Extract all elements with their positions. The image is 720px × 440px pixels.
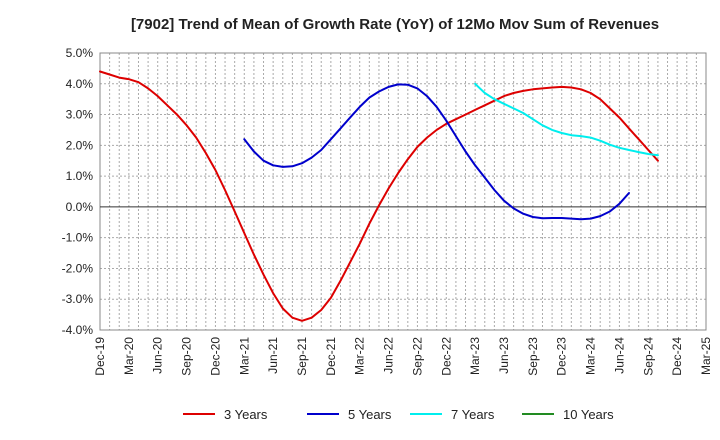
y-tick-label: 2.0% (66, 138, 94, 152)
x-tick-label: Sep-21 (295, 337, 309, 376)
x-tick-label: Sep-20 (180, 337, 194, 376)
y-tick-label: -3.0% (62, 292, 94, 306)
y-tick-label: 1.0% (66, 169, 94, 183)
x-tick-label: Sep-22 (410, 337, 424, 376)
x-tick-label: Sep-23 (526, 337, 540, 376)
y-tick-label: 4.0% (66, 77, 94, 91)
x-tick-label: Mar-25 (699, 337, 713, 375)
y-tick-label: 0.0% (66, 200, 94, 214)
y-tick-label: 3.0% (66, 108, 94, 122)
x-axis: Dec-19 Mar-20 Jun-20 Sep-20 Dec-20 Mar-21 Jun-… (93, 337, 713, 376)
legend-label: 5 Years (348, 407, 392, 422)
x-tick-label: Mar-22 (353, 337, 367, 375)
x-tick-label: Dec-19 (93, 337, 107, 376)
x-tick-label: Dec-24 (670, 337, 684, 376)
x-tick-label: Jun-22 (382, 337, 396, 374)
legend-label: 7 Years (451, 407, 495, 422)
x-tick-label: Mar-21 (237, 337, 251, 375)
series-line-5-years (243, 83, 630, 221)
legend-label: 3 Years (224, 407, 268, 422)
series-group (99, 70, 659, 322)
x-tick-label: Dec-22 (439, 337, 453, 376)
plot-area (99, 52, 707, 331)
x-tick-label: Mar-23 (468, 337, 482, 375)
x-tick-label: Jun-21 (266, 337, 280, 374)
x-tick-label: Mar-20 (122, 337, 136, 375)
x-tick-label: Mar-24 (584, 337, 598, 375)
series-line-7-years (474, 82, 659, 157)
x-tick-label: Jun-24 (612, 337, 626, 374)
grid-lines (100, 53, 706, 330)
x-tick-label: Jun-20 (151, 337, 165, 374)
x-tick-label: Dec-20 (208, 337, 222, 376)
legend: 3 Years 5 Years 7 Years 10 Years (183, 407, 614, 422)
chart-title: [7902] Trend of Mean of Growth Rate (YoY… (131, 16, 659, 33)
x-tick-label: Sep-24 (641, 337, 655, 376)
x-tick-label: Dec-21 (324, 337, 338, 376)
series-line-3-years (99, 70, 659, 322)
plot-frame (99, 52, 707, 331)
y-tick-label: -2.0% (62, 261, 94, 275)
legend-label: 10 Years (563, 407, 614, 422)
x-tick-label: Jun-23 (497, 337, 511, 374)
y-axis: 5.0% 4.0% 3.0% 2.0% 1.0% 0.0% -1.0% -2.0% -3.0% -… (62, 46, 94, 337)
y-tick-label: -4.0% (62, 323, 94, 337)
y-tick-label: -1.0% (62, 231, 94, 245)
y-tick-label: 5.0% (66, 46, 94, 60)
x-tick-label: Dec-23 (555, 337, 569, 376)
